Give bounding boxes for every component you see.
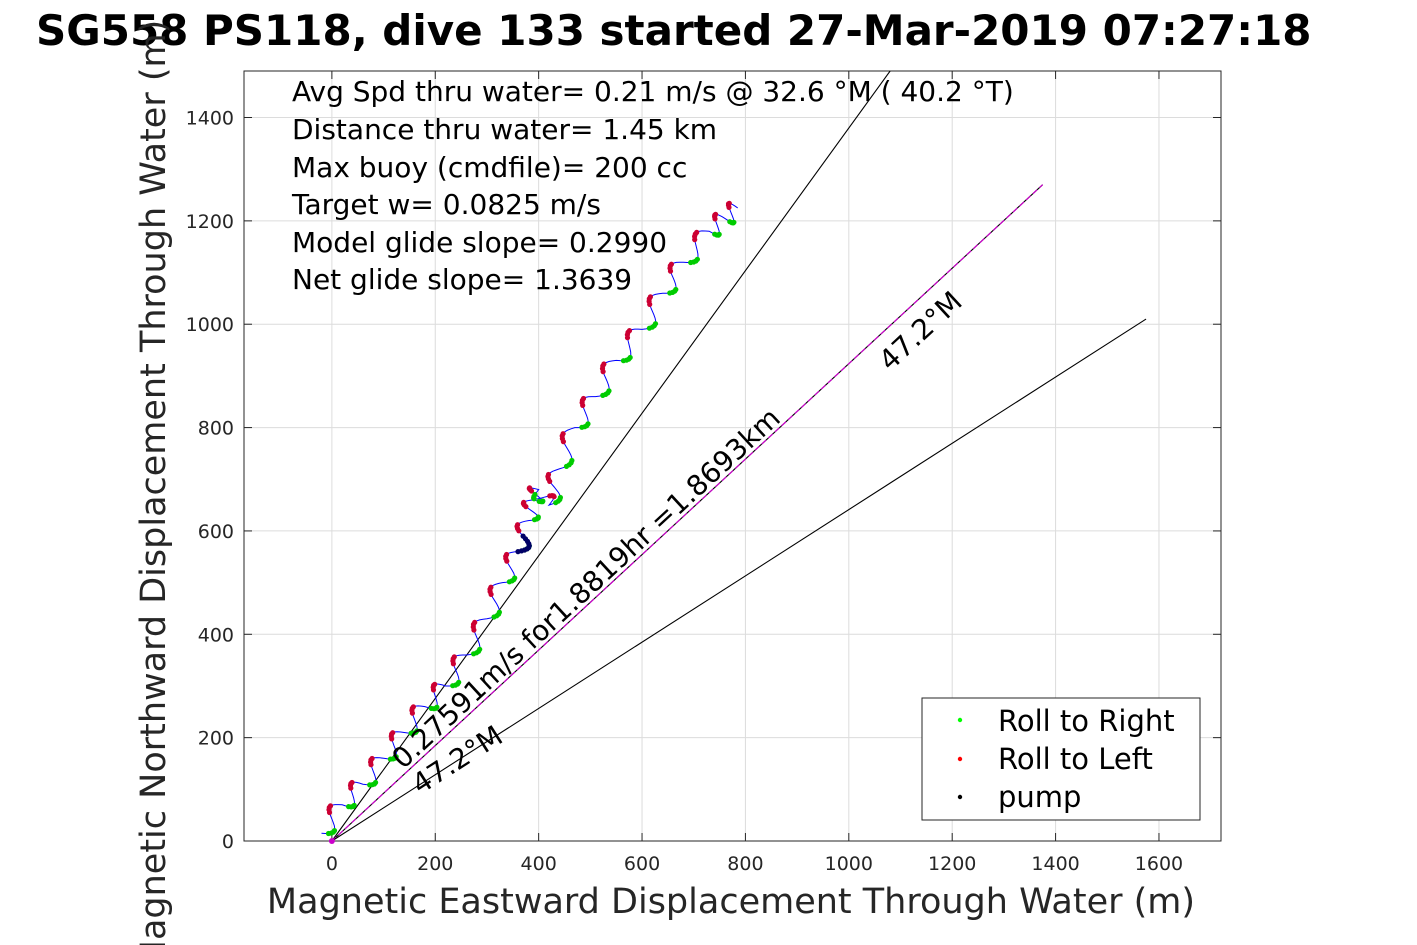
legend-label-pump: pump — [998, 780, 1081, 814]
x-tick-label: 400 — [521, 853, 557, 875]
roll-left-marker — [713, 211, 719, 217]
annotation-model-glide: Model glide slope= 0.2990 — [292, 226, 667, 259]
roll-right-marker — [351, 802, 357, 809]
reference-lines — [331, 70, 1147, 842]
legend-marker-pump — [957, 794, 963, 800]
legend: Roll to Right Roll to Left pump — [921, 697, 1201, 821]
roll-right-marker — [531, 496, 537, 502]
x-tick-label: 0 — [326, 853, 338, 875]
roll-left-marker — [327, 803, 334, 809]
y-tick-label: 1400 — [186, 108, 234, 130]
roll-left-marker — [726, 200, 732, 206]
annotation-target-w: Target w= 0.0825 m/s — [291, 188, 601, 221]
roll-right-marker — [731, 219, 737, 225]
roll-left-marker — [432, 681, 438, 687]
roll-right-marker — [393, 754, 399, 760]
x-tick-label: 1200 — [928, 853, 976, 875]
roll-left-marker — [521, 499, 527, 505]
roll-left-marker — [560, 431, 566, 437]
roll-left-marker — [668, 261, 675, 267]
y-tick-label: 0 — [222, 831, 234, 853]
roll-right-marker — [414, 728, 420, 734]
annotation-avg-speed: Avg Spd thru water= 0.21 m/s @ 32.6 °M (… — [292, 75, 1014, 108]
roll-right-marker — [673, 286, 679, 293]
roll-left-marker — [647, 294, 654, 300]
pump-marker — [520, 533, 526, 539]
y-tick-label: 400 — [198, 624, 234, 646]
roll-right-marker — [331, 828, 338, 834]
y-axis-label: Magnetic Northward Displacement Through … — [134, 20, 174, 945]
x-tick-label: 1400 — [1031, 853, 1079, 875]
heading-label-upper: 47.2°M — [872, 285, 968, 377]
roll-left-marker — [451, 654, 457, 660]
roll-left-marker — [390, 730, 396, 736]
roll-right-marker — [540, 498, 546, 504]
roll-right-marker — [652, 321, 659, 327]
x-tick-label: 800 — [727, 853, 763, 875]
roll-left-marker — [545, 471, 552, 478]
x-tick-label: 1600 — [1135, 853, 1183, 875]
annotation-max-buoy: Max buoy (cmdfile)= 200 cc — [292, 151, 687, 184]
roll-right-marker — [456, 679, 462, 685]
roll-left-marker — [504, 551, 510, 558]
reference-line-2 — [331, 184, 1044, 842]
legend-marker-roll-right — [957, 717, 963, 723]
x-tick-label: 200 — [417, 853, 453, 875]
y-tick-label: 800 — [198, 418, 234, 440]
roll-left-marker — [580, 395, 587, 402]
roll-right-marker — [496, 609, 502, 615]
roll-right-marker — [477, 646, 483, 652]
chart-title: SG558 PS118, dive 133 started 27-Mar-201… — [36, 6, 1312, 55]
y-tick-label: 600 — [198, 521, 234, 543]
roll-left-marker — [515, 522, 521, 528]
roll-right-marker — [373, 779, 379, 786]
roll-right-marker — [694, 256, 701, 262]
reference-line-3 — [331, 318, 1147, 842]
legend-box — [921, 697, 1201, 821]
annotation-net-glide: Net glide slope= 1.3639 — [292, 263, 632, 296]
roll-right-marker — [716, 231, 722, 237]
y-tick-label: 200 — [198, 728, 234, 750]
roll-left-marker — [551, 494, 557, 500]
roll-left-marker — [369, 755, 375, 762]
annotation-distance: Distance thru water= 1.45 km — [292, 113, 717, 146]
plot-frame — [243, 70, 1222, 842]
roll-right-marker — [434, 704, 440, 710]
legend-marker-roll-left — [957, 756, 963, 762]
roll-left-marker — [349, 779, 355, 786]
y-tick-label: 1200 — [186, 211, 234, 233]
reference-line-0 — [331, 70, 891, 842]
roll-right-marker — [512, 575, 518, 581]
roll-left-marker — [527, 485, 533, 491]
track — [321, 200, 738, 844]
x-tick-label: 600 — [624, 853, 660, 875]
roll-left-marker — [488, 584, 494, 590]
legend-label-roll-left: Roll to Left — [998, 742, 1153, 776]
x-axis-label: Magnetic Eastward Displacement Through W… — [267, 882, 1195, 922]
ticks: 0 200 400 600 800 1000 1200 1400 1600 0 200 400 600 8… — [186, 71, 1221, 875]
roll-left-marker — [626, 328, 633, 334]
start-marker — [328, 838, 335, 844]
roll-right-marker — [535, 514, 541, 520]
roll-left-marker — [410, 704, 416, 710]
annotations: Avg Spd thru water= 0.21 m/s @ 32.6 °M (… — [291, 75, 1014, 296]
roll-right-marker — [585, 421, 591, 427]
x-tick-label: 1000 — [825, 853, 873, 875]
legend-label-roll-right: Roll to Right — [998, 704, 1175, 738]
y-tick-label: 1000 — [186, 314, 234, 336]
roll-right-marker — [627, 354, 633, 361]
roll-left-marker — [472, 619, 478, 626]
roll-left-marker — [601, 361, 607, 367]
roll-right-marker — [606, 388, 612, 394]
roll-left-marker — [694, 229, 700, 235]
roll-right-marker — [557, 494, 564, 501]
roll-right-marker — [569, 457, 575, 464]
